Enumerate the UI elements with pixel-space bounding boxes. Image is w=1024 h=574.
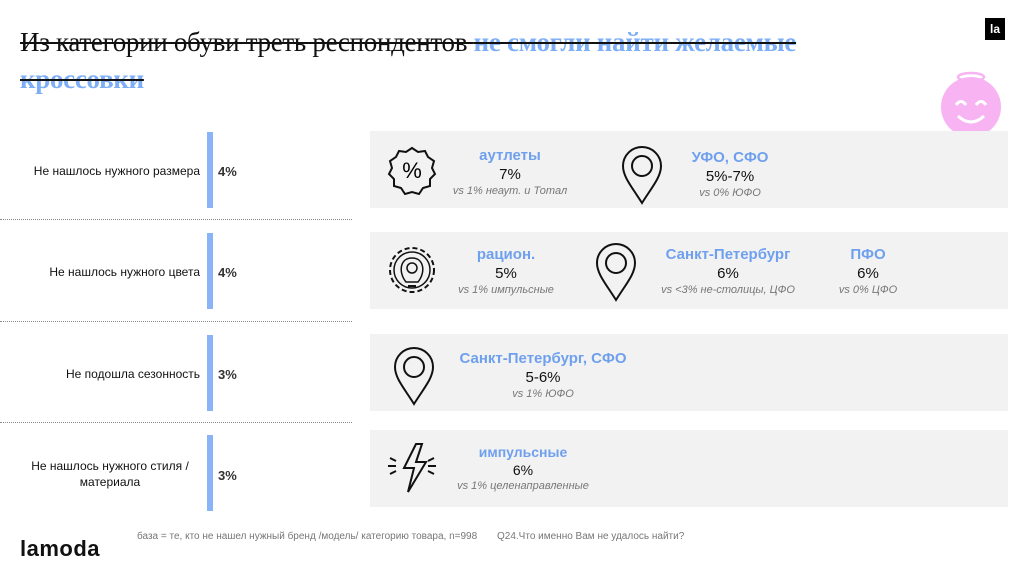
row-label: Не нашлось нужного размера <box>33 164 200 178</box>
location-pin-icon <box>393 347 435 406</box>
insight-heading: Санкт-Петербург <box>665 246 791 263</box>
divider <box>0 422 352 423</box>
row-label-text: Не нашлось нужного стиля / материала <box>31 459 189 489</box>
insight-value: 5-6% <box>525 369 561 386</box>
location-pin-icon <box>595 243 637 302</box>
insight-value: 6% <box>717 265 739 282</box>
lamoda-badge: la <box>985 18 1005 40</box>
divider <box>0 219 352 220</box>
insight-block: аутлеты 7% vs 1% неаут. и Тотал <box>440 147 580 197</box>
row-pct: 3% <box>218 468 237 483</box>
insight-panel: Санкт-Петербург, СФО 5-6% vs 1% ЮФО <box>370 334 1008 411</box>
angel-smiley-icon <box>941 71 1001 137</box>
discount-badge-icon: % <box>387 146 437 195</box>
insight-panel: % аутлеты 7% vs 1% неаут. и Тотал УФО, СФО… <box>370 131 1008 208</box>
insight-block: Санкт-Петербург 6% vs <3% не-столицы, ЦФО <box>642 246 814 296</box>
row-bar <box>207 335 213 411</box>
insight-comparison: vs 0% ЮФО <box>699 187 761 199</box>
insight-block: УФО, СФО 5%-7% vs 0% ЮФО <box>660 149 800 199</box>
lamoda-logo: lamoda <box>20 536 101 561</box>
slide-title: Из категории обуви треть респондентов не… <box>20 24 880 98</box>
insight-heading: аутлеты <box>479 147 541 164</box>
insight-heading: рацион. <box>476 246 536 263</box>
insight-block: ПФО 6% vs 0% ЦФО <box>820 246 916 296</box>
insight-value: 5% <box>495 265 517 282</box>
insight-heading: ПФО <box>850 246 886 263</box>
footer-question: Q24.Что именно Вам не удалось найти? <box>497 531 685 542</box>
insight-value: 6% <box>857 265 879 282</box>
insight-heading: Санкт-Петербург, СФО <box>459 350 627 367</box>
insight-comparison: vs 1% ЮФО <box>512 388 574 400</box>
location-pin-icon <box>621 146 663 205</box>
insight-block: рацион. 5% vs 1% импульсные <box>436 246 576 296</box>
insight-comparison: vs 1% импульсные <box>458 284 554 296</box>
insight-value: 5%-7% <box>705 168 755 185</box>
insight-block: Санкт-Петербург, СФО 5-6% vs 1% ЮФО <box>440 350 646 400</box>
row-pct: 4% <box>218 265 237 280</box>
insight-heading: УФО, СФО <box>691 149 769 166</box>
row-pct: 4% <box>218 164 237 179</box>
row-pct: 3% <box>218 367 237 382</box>
insight-comparison: vs 1% неаут. и Тотал <box>452 185 568 197</box>
row-label: Не подошла сезонность <box>65 367 200 381</box>
row-label: Не нашлось нужного цвета <box>49 265 200 279</box>
svg-text:%: % <box>402 158 422 183</box>
insight-value: 6% <box>512 462 534 478</box>
insight-panel: импульсные 6% vs 1% целенаправленные <box>370 430 1008 507</box>
idea-gear-icon <box>389 247 435 293</box>
title-highlight: не смогли найти желаемые кроссовки <box>20 27 797 94</box>
footer-base-note: база = те, кто не нашел нужный бренд /мо… <box>137 531 478 542</box>
insight-heading: импульсные <box>478 444 568 460</box>
insight-panel: рацион. 5% vs 1% импульсные Санкт-Петербур… <box>370 232 1008 309</box>
title-part1: Из категории обуви треть респондентов <box>20 27 474 57</box>
row-bar <box>207 132 213 208</box>
insight-comparison: vs 0% ЦФО <box>838 284 898 296</box>
row-label: Не нашлось нужного стиля / материала <box>0 458 200 490</box>
insight-comparison: vs <3% не-столицы, ЦФО <box>661 284 795 296</box>
row-bar <box>207 435 213 511</box>
lightning-icon <box>388 443 436 493</box>
insight-block: импульсные 6% vs 1% целенаправленные <box>444 444 602 492</box>
insight-value: 7% <box>499 166 521 183</box>
divider <box>0 321 352 322</box>
insight-comparison: vs 1% целенаправленные <box>457 480 589 492</box>
row-bar <box>207 233 213 309</box>
